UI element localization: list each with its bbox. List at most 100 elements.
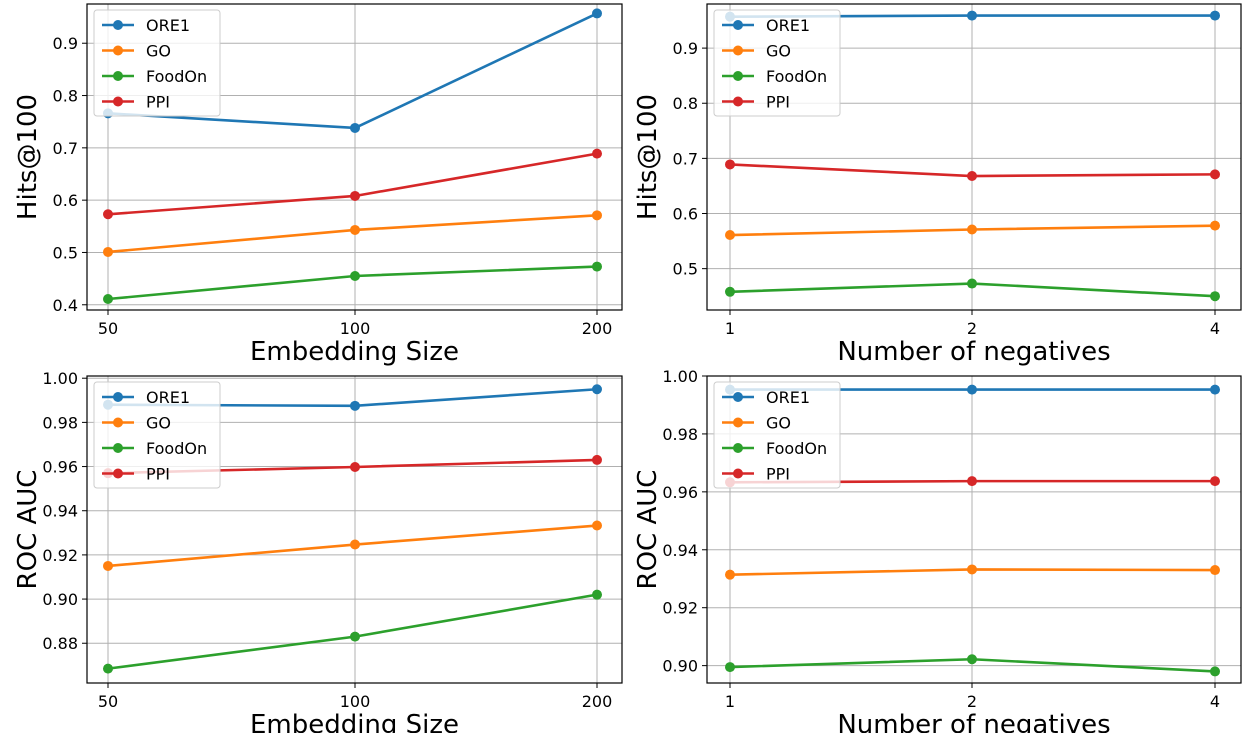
y-tick-label: 0.98	[662, 425, 698, 444]
chart-panel-1: 0.4 0.5 0.6 0.7 0.8 0.9 50 100 200 Embedding Size…	[13, 3, 623, 367]
legend-label: PPI	[146, 93, 170, 112]
y-tick-label: 0.92	[662, 599, 698, 618]
data-point-go	[592, 520, 602, 531]
legend-box	[93, 9, 221, 117]
legend-box	[713, 381, 841, 489]
data-point-foodon	[592, 589, 602, 600]
axes-frame	[706, 375, 1242, 684]
legend-label: ORE1	[146, 16, 190, 35]
data-point-go	[725, 569, 735, 580]
legend-label: FoodOn	[146, 439, 207, 458]
data-point-foodon	[592, 261, 602, 272]
legend-marker	[733, 417, 743, 428]
data-point-ppi	[350, 190, 360, 201]
y-tick-label: 0.9	[673, 39, 698, 58]
data-point-go	[350, 224, 360, 235]
y-tick-label: 0.8	[673, 94, 698, 113]
data-point-ore1	[350, 400, 360, 411]
data-point-go	[1210, 220, 1220, 231]
data-point-ppi	[725, 159, 735, 170]
legend-marker	[733, 443, 743, 453]
legend-label: ORE1	[146, 388, 190, 407]
legend-marker	[733, 392, 743, 402]
y-axis-label: Hits@100	[13, 94, 43, 220]
chart-panel-2: 0.5 0.6 0.7 0.8 0.9 1 2 4 Number of negatives Hit…	[633, 3, 1242, 367]
legend-label: PPI	[766, 93, 790, 112]
data-point-foodon	[350, 631, 360, 642]
legend-label: ORE1	[766, 388, 810, 407]
legend-label: FoodOn	[766, 439, 827, 458]
y-tick-label: 0.5	[673, 260, 698, 279]
legend-marker	[113, 392, 123, 402]
x-tick-label: 50	[98, 319, 118, 338]
y-tick-label: 0.92	[42, 546, 78, 565]
x-tick-label: 4	[1210, 319, 1220, 338]
data-point-go	[1210, 565, 1220, 576]
legend-marker	[733, 96, 743, 107]
chart-panel-4: 0.90 0.92 0.94 0.96 0.98 1.00 1 2 4 Number of neg…	[633, 367, 1242, 733]
data-point-go	[103, 246, 113, 257]
data-point-ppi	[1210, 169, 1220, 180]
data-point-foodon	[967, 654, 977, 665]
data-point-foodon	[967, 278, 977, 289]
y-tick-label: 0.94	[662, 541, 698, 560]
x-tick-label: 1	[725, 692, 735, 711]
y-tick-label: 1.00	[662, 367, 698, 386]
legend-marker	[113, 71, 123, 81]
data-point-foodon	[103, 663, 113, 674]
data-point-go	[350, 539, 360, 550]
x-axis-label: Embedding Size	[250, 337, 459, 367]
x-tick-label: 2	[967, 319, 977, 338]
data-point-go	[103, 560, 113, 571]
y-axis-label: Hits@100	[633, 94, 663, 220]
legend: ORE1 GO FoodOn PPI	[713, 381, 841, 489]
x-tick-label: 100	[340, 692, 371, 711]
legend-box	[713, 9, 841, 117]
legend-marker	[733, 45, 743, 56]
y-axis-label: ROC AUC	[633, 470, 663, 590]
data-point-go	[967, 224, 977, 235]
legend: ORE1 GO FoodOn PPI	[713, 9, 841, 117]
data-point-ore1	[967, 10, 977, 21]
data-point-ore1	[592, 384, 602, 395]
data-point-ore1	[1210, 10, 1220, 21]
legend-label: GO	[146, 42, 171, 61]
x-tick-label: 2	[967, 692, 977, 711]
y-tick-label: 0.5	[53, 243, 78, 262]
data-point-go	[592, 210, 602, 221]
legend-marker	[113, 443, 123, 453]
x-tick-label: 4	[1210, 692, 1220, 711]
legend-marker	[733, 20, 743, 30]
y-tick-label: 0.6	[53, 191, 78, 210]
y-tick-label: 0.96	[662, 483, 698, 502]
data-point-ppi	[967, 171, 977, 182]
data-point-ore1	[967, 384, 977, 395]
legend-label: PPI	[766, 465, 790, 484]
legend-label: FoodOn	[146, 67, 207, 86]
legend-marker	[733, 71, 743, 81]
data-point-foodon	[725, 286, 735, 297]
y-tick-label: 0.88	[42, 634, 78, 653]
data-point-ppi	[592, 148, 602, 159]
series-line-foodon	[107, 593, 598, 670]
data-point-ppi	[967, 476, 977, 487]
y-tick-label: 0.90	[662, 657, 698, 676]
data-point-foodon	[350, 271, 360, 281]
x-axis-label: Embedding Size	[250, 710, 459, 733]
legend-marker	[113, 417, 123, 428]
axes-frame	[706, 3, 1242, 311]
data-point-ore1	[350, 122, 360, 133]
axes-frame	[86, 375, 623, 684]
data-point-ore1	[1210, 384, 1220, 395]
legend-label: GO	[146, 414, 171, 433]
y-tick-label: 1.00	[42, 369, 78, 388]
data-point-ppi	[1210, 476, 1220, 487]
x-tick-label: 50	[98, 692, 118, 711]
x-tick-label: 100	[340, 319, 371, 338]
legend-label: PPI	[146, 465, 170, 484]
data-point-ppi	[350, 461, 360, 472]
x-axis-label: Number of negatives	[837, 337, 1110, 367]
data-point-ore1	[592, 8, 602, 19]
y-tick-label: 0.98	[42, 413, 78, 432]
